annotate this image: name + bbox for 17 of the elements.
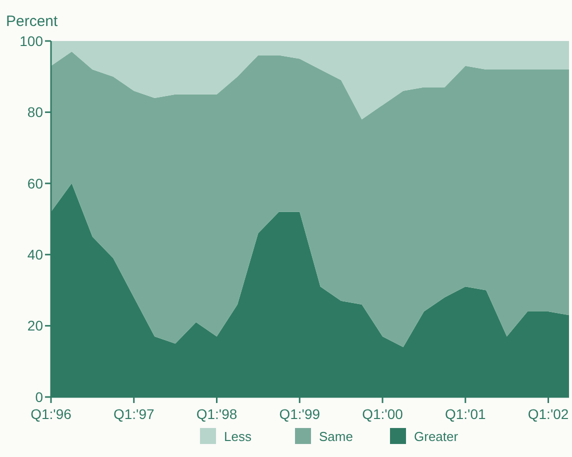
- x-tick-label: Q1:'01: [444, 406, 486, 422]
- legend-label: Same: [319, 429, 353, 444]
- x-tick-label: Q1:'98: [196, 406, 238, 422]
- legend-label: Greater: [414, 429, 459, 444]
- y-tick-label: 80: [27, 104, 44, 120]
- x-tick-label: Q1:'02: [528, 406, 569, 422]
- y-axis-title: Percent: [6, 13, 59, 30]
- x-tick-label: Q1:'97: [113, 406, 154, 422]
- legend-label: Less: [224, 429, 252, 444]
- y-tick-label: 20: [27, 318, 44, 334]
- x-tick-label: Q1:'99: [279, 406, 320, 422]
- y-tick-label: 100: [20, 32, 44, 49]
- x-tick-label: Q1:'96: [30, 406, 72, 422]
- y-tick-label: 0: [35, 388, 44, 405]
- y-tick-label: 60: [27, 175, 44, 192]
- x-tick-label: Q1:'00: [362, 406, 404, 422]
- y-tick-label: 40: [27, 246, 44, 262]
